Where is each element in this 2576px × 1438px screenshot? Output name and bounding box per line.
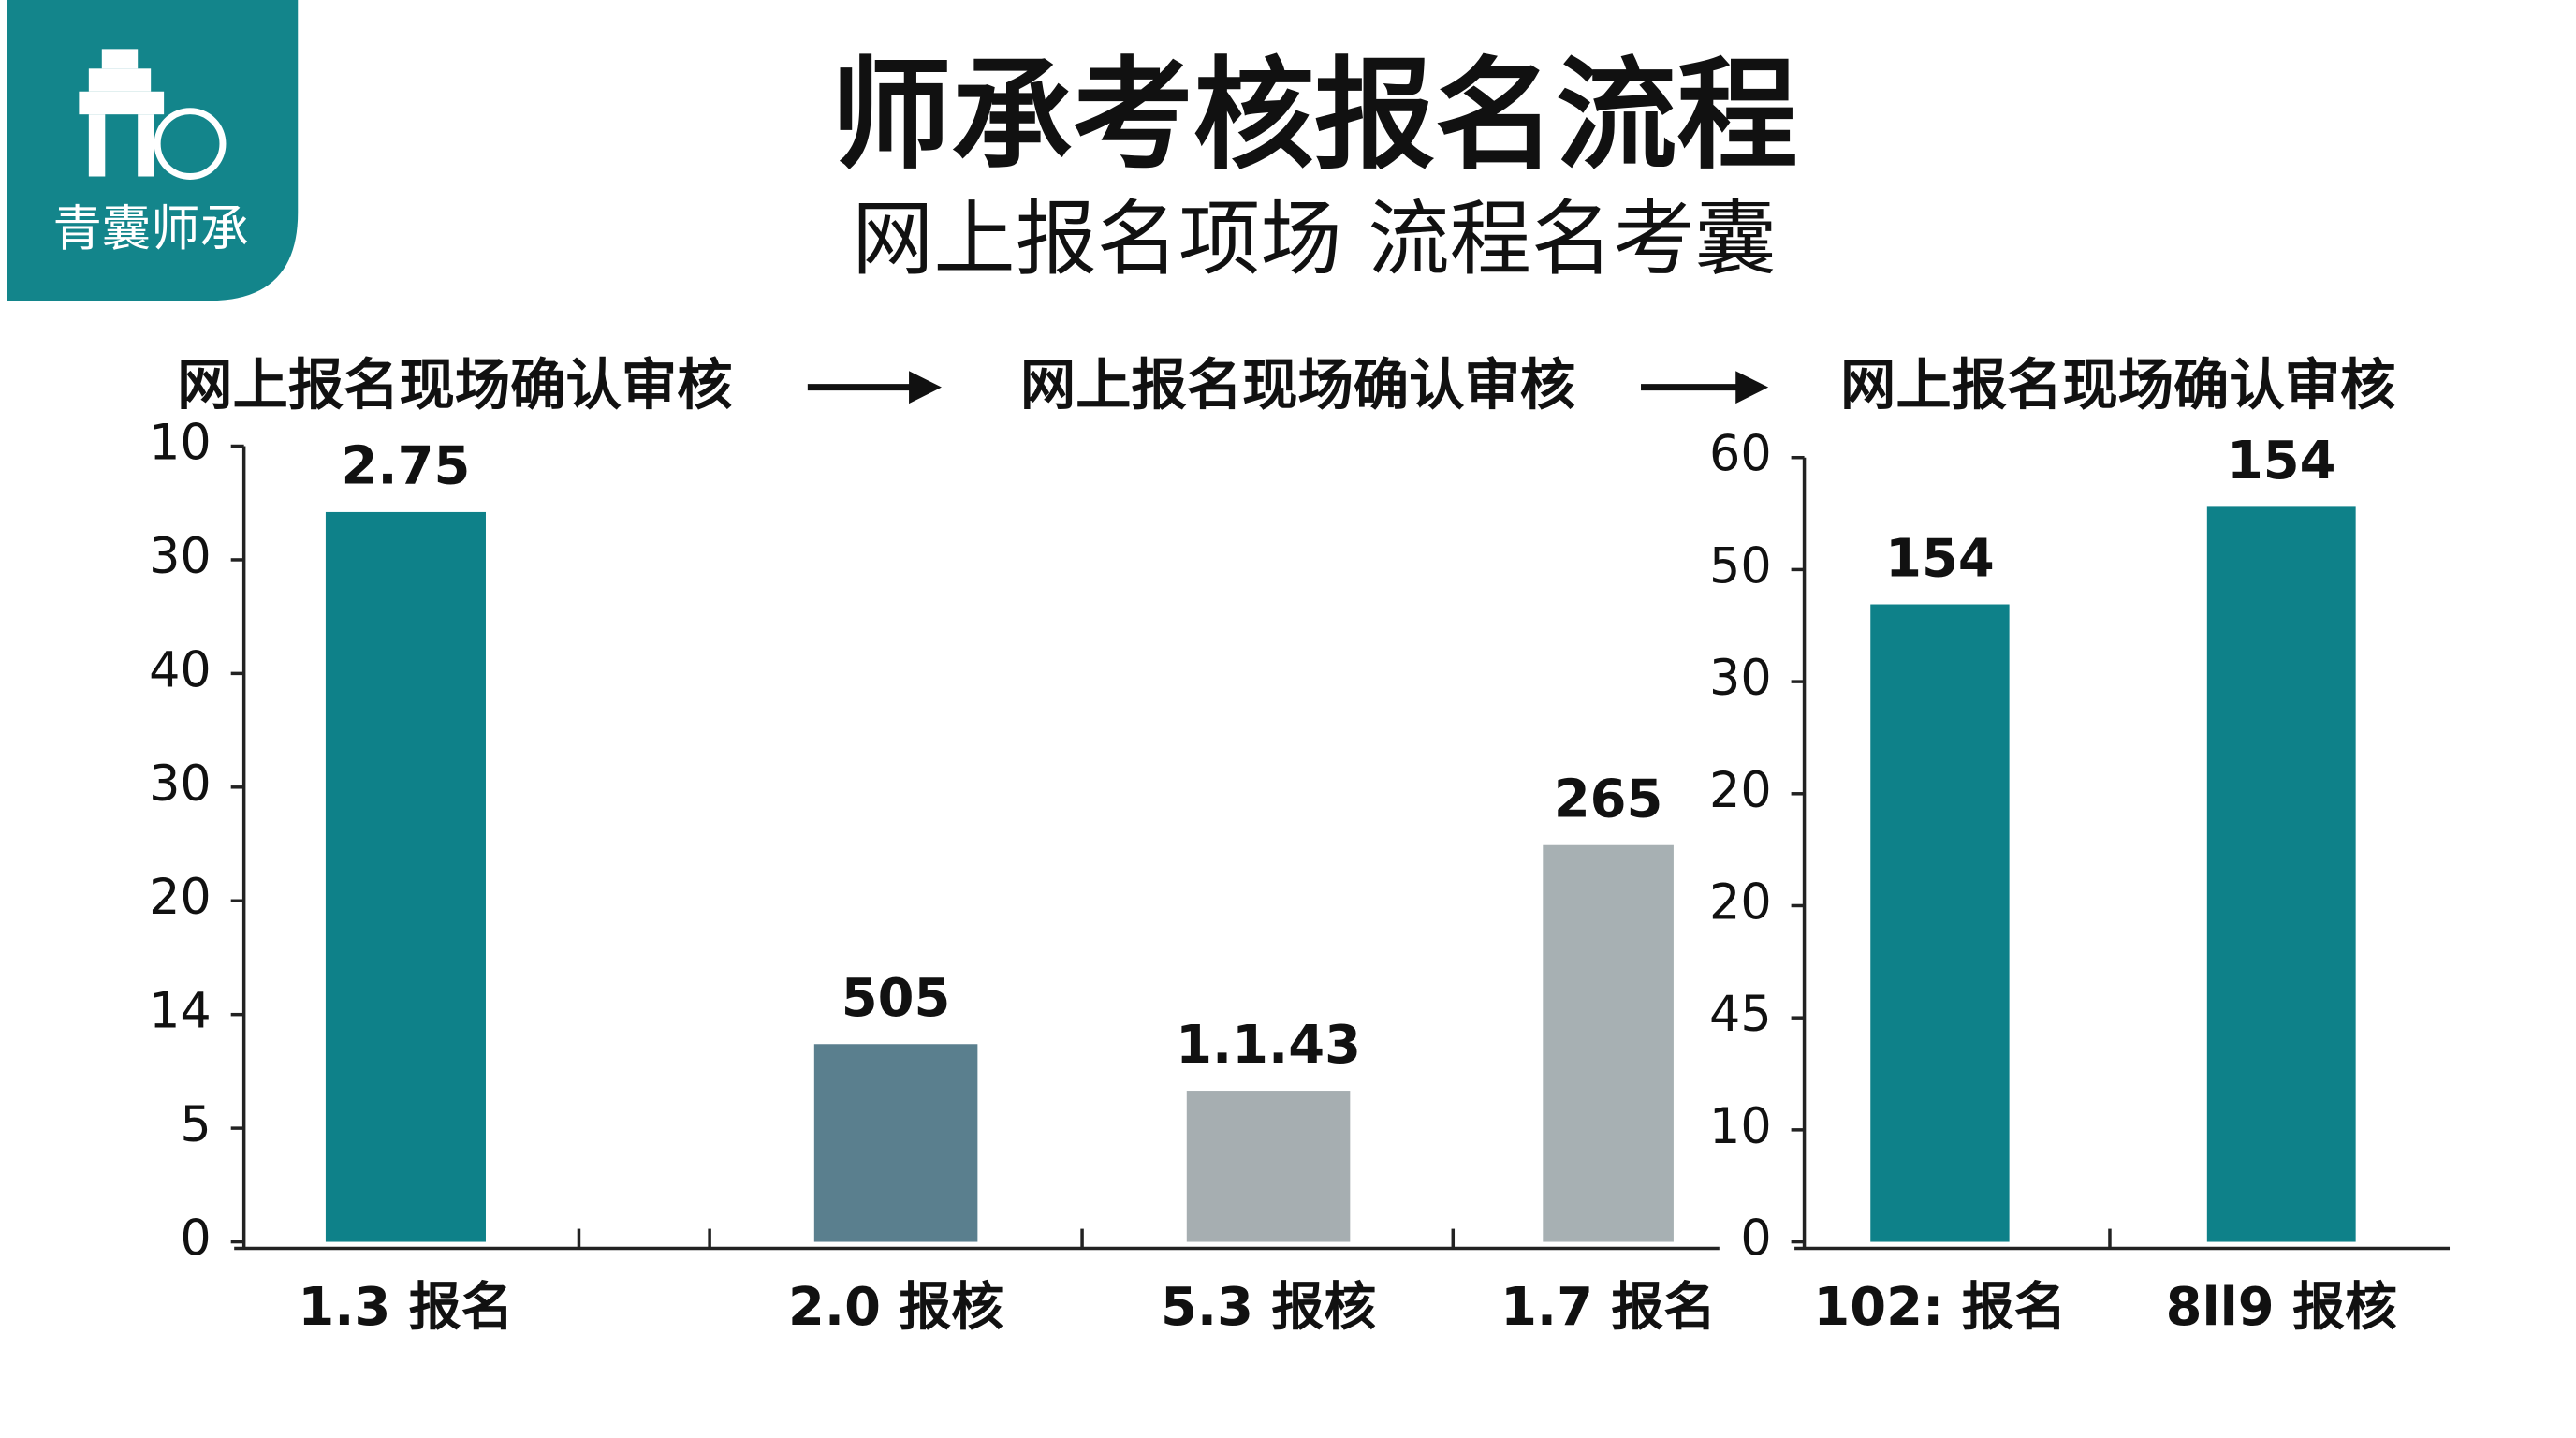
y-tick-label: 10 bbox=[149, 415, 212, 472]
step-label: 网上报名现场确认审核 bbox=[177, 353, 732, 418]
step-label: 网上报名现场确认审核 bbox=[1840, 353, 2395, 418]
y-tick-label: 0 bbox=[180, 1211, 211, 1268]
y-tick-label: 60 bbox=[1709, 426, 1772, 483]
bar bbox=[813, 1044, 978, 1242]
value-label: 505 bbox=[842, 968, 951, 1029]
x-tick-label: 8ll9 报核 bbox=[2166, 1277, 2397, 1338]
x-tick-label: 5.3 报核 bbox=[1161, 1277, 1376, 1338]
y-tick-label: 14 bbox=[149, 983, 212, 1040]
y-tick-label: 20 bbox=[1709, 873, 1772, 931]
bar bbox=[1543, 844, 1674, 1242]
y-tick-label: 0 bbox=[1740, 1211, 1771, 1268]
step-arrow bbox=[807, 371, 1769, 404]
y-tick-label: 20 bbox=[1709, 762, 1772, 819]
bar bbox=[1186, 1091, 1351, 1242]
x-tick-label: 2.0 报核 bbox=[788, 1277, 1003, 1338]
logo-text: 青囊师承 bbox=[52, 200, 248, 257]
y-tick-label: 40 bbox=[149, 641, 212, 698]
y-tick-label: 30 bbox=[1709, 650, 1772, 707]
y-tick-label: 45 bbox=[1709, 986, 1772, 1043]
value-label: 1.1.43 bbox=[1176, 1015, 1361, 1076]
y-tick-label: 30 bbox=[149, 528, 212, 585]
bar bbox=[325, 511, 486, 1242]
bar bbox=[2206, 506, 2356, 1242]
value-label: 154 bbox=[1885, 528, 1995, 589]
logo-icon bbox=[79, 49, 227, 180]
value-label: 2.75 bbox=[342, 436, 471, 497]
value-label: 265 bbox=[1554, 769, 1663, 829]
x-tick-label: 102: 报名 bbox=[1813, 1277, 2066, 1338]
value-label: 154 bbox=[2227, 431, 2336, 492]
bar bbox=[1870, 604, 2010, 1242]
subtitle: 网上报名项场 流程名考囊 bbox=[852, 192, 1777, 287]
y-tick-label: 50 bbox=[1709, 537, 1772, 594]
step-label: 网上报名现场确认审核 bbox=[1020, 353, 1575, 418]
x-tick-label: 1.7 报名 bbox=[1500, 1277, 1716, 1338]
x-tick-label: 1.3 报名 bbox=[298, 1277, 513, 1338]
y-tick-label: 30 bbox=[149, 756, 212, 813]
title: 师承考核报名流程 bbox=[830, 46, 1797, 186]
y-tick-label: 10 bbox=[1709, 1098, 1772, 1155]
y-tick-label: 20 bbox=[149, 869, 212, 926]
y-tick-label: 5 bbox=[180, 1096, 211, 1153]
